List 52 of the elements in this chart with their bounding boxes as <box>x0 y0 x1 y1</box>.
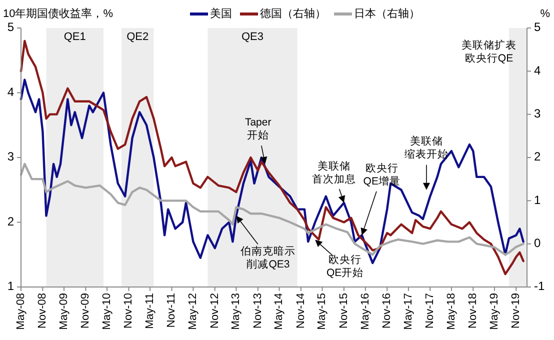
y-axis-title: 10年期国债收益率，% <box>3 6 114 20</box>
y-tick-label: 1 <box>7 279 14 294</box>
x-tick-label: Nov-09 <box>80 293 92 328</box>
x-tick-label: Nov-15 <box>338 293 350 328</box>
band-label: QE1 <box>64 31 86 43</box>
y2-tick-label: 1 <box>534 192 541 207</box>
x-tick-label: Nov-11 <box>166 293 178 328</box>
annotation: 美联储缩表开始 <box>404 134 448 160</box>
x-tick-label: May-08 <box>14 293 27 330</box>
legend-label: 美国 <box>210 6 232 20</box>
x-tick-label: May-14 <box>273 293 286 330</box>
x-tick-label: Nov-16 <box>381 293 393 328</box>
y-tick-label: 2 <box>7 214 14 228</box>
x-tick-label: May-19 <box>488 293 500 330</box>
y2-axis-title: % <box>540 8 550 20</box>
y2-tick-label: 5 <box>534 20 541 34</box>
x-tick-label: May-16 <box>359 293 372 330</box>
x-tick-label: May-11 <box>144 293 156 329</box>
x-tick-label: Nov-12 <box>208 293 221 328</box>
x-tick-label: Nov-19 <box>510 293 522 328</box>
legend-label: 德国（右轴） <box>260 6 326 20</box>
x-tick-label: May-10 <box>100 293 113 330</box>
x-tick-label: Nov-17 <box>424 293 436 328</box>
band-label: QE2 <box>126 31 149 43</box>
annotation: 欧央行QE开始 <box>326 253 364 280</box>
y2-tick-label: 0 <box>534 236 541 250</box>
y2-tick-label: 4 <box>534 63 541 78</box>
annotation: 伯南克暗示削减QE3 <box>240 244 296 270</box>
x-tick-label: May-09 <box>58 293 70 330</box>
y2-tick-label: 3 <box>534 106 541 121</box>
legend-label: 日本（右轴） <box>354 6 420 20</box>
x-tick-label: Nov-10 <box>122 293 135 328</box>
x-tick-label: May-15 <box>316 293 328 330</box>
x-tick-label: Nov-14 <box>294 293 307 328</box>
y2-tick-label: -1 <box>534 279 545 294</box>
x-tick-label: May-12 <box>187 293 200 330</box>
x-tick-label: May-17 <box>402 293 414 330</box>
y-tick-label: 3 <box>7 150 14 164</box>
annotation: 美联储首次加息 <box>312 159 356 186</box>
y-tick-label: 5 <box>7 20 14 34</box>
annotation: 欧央行QE增量 <box>363 161 400 188</box>
x-tick-label: May-13 <box>230 293 242 330</box>
x-tick-label: Nov-18 <box>467 293 480 328</box>
x-tick-label: May-18 <box>445 293 458 330</box>
band-label: QE3 <box>241 31 264 43</box>
x-tick-label: Nov-13 <box>252 293 264 328</box>
line-series <box>20 162 524 256</box>
y2-tick-label: 2 <box>534 150 541 164</box>
annotation: Taper开始 <box>244 116 272 142</box>
y-tick-label: 4 <box>7 84 14 99</box>
annotation: 美联储扩表欧央行QE <box>462 38 516 64</box>
x-tick-label: Nov-08 <box>36 293 49 328</box>
